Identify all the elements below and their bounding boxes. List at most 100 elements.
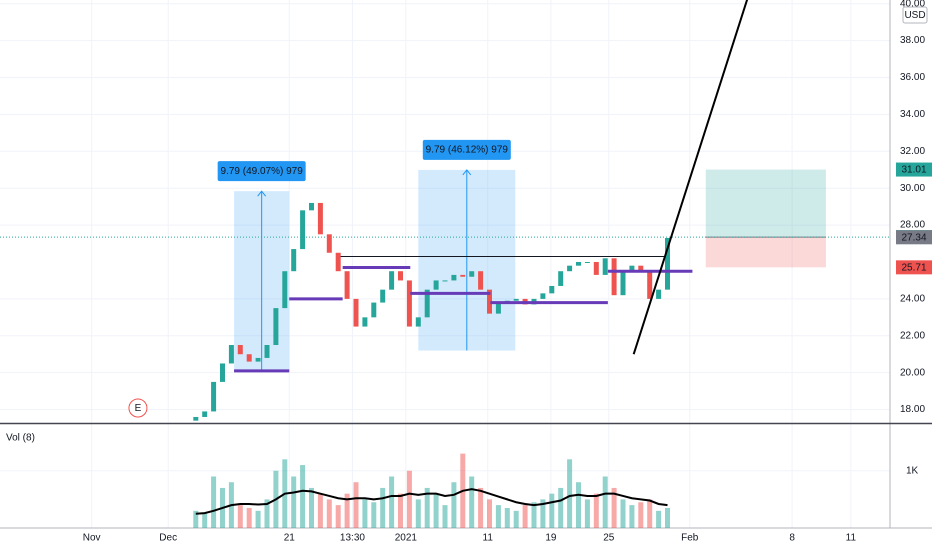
candle [647, 271, 653, 299]
x-tick-label: Dec [159, 533, 177, 544]
volume-bar [433, 493, 439, 528]
volume-bar [264, 499, 270, 528]
measure-label-box [217, 161, 306, 182]
measure-label-box [422, 139, 511, 160]
x-tick-label: 21 [284, 533, 296, 544]
currency-label[interactable]: USD [904, 10, 925, 21]
volume-bar [531, 502, 537, 528]
x-tick-label: Nov [83, 533, 101, 544]
candle [371, 302, 377, 318]
volume-bar [255, 510, 261, 528]
candle [424, 289, 430, 318]
y-tick-label: 1K [906, 465, 919, 476]
candle [620, 271, 626, 296]
volume-ma [195, 488, 668, 515]
candle [300, 210, 306, 250]
volume-bar [495, 505, 501, 528]
candle [193, 416, 199, 421]
volume-bar [335, 505, 341, 528]
volume-bar [211, 476, 217, 528]
candle [291, 249, 297, 272]
trend-line[interactable] [632, 0, 749, 355]
candle [558, 271, 564, 286]
y-tick-label: 38.00 [900, 35, 925, 46]
volume-bar [576, 482, 581, 528]
candle [656, 289, 662, 299]
position-stop[interactable] [705, 237, 826, 268]
candle [317, 202, 323, 235]
volume-bar [487, 499, 492, 528]
volume-bar [442, 505, 448, 528]
candle [335, 252, 341, 272]
x-tick-label: 11 [483, 533, 494, 544]
volume-bar [478, 487, 484, 528]
candle [362, 317, 368, 327]
measure-arrow-head [257, 190, 267, 197]
candle [264, 345, 270, 358]
event-marker[interactable] [128, 398, 148, 418]
candle [273, 308, 279, 346]
measure-label: 9.79 (49.07%) 979 [221, 166, 304, 177]
volume-bar [202, 513, 208, 528]
currency-box[interactable] [902, 6, 928, 24]
price-tag [896, 260, 932, 275]
volume-bar [362, 499, 368, 528]
candle [406, 280, 412, 327]
candle [433, 280, 439, 290]
volume-bar [371, 502, 377, 528]
volume-bar [513, 510, 519, 528]
volume-bar [317, 493, 323, 528]
candle [495, 302, 501, 314]
y-tick-label: 22.00 [900, 330, 925, 341]
volume-bar [469, 476, 475, 528]
candle [611, 258, 617, 296]
x-tick-label: 2021 [395, 533, 418, 544]
volume-bar [593, 493, 599, 528]
candle [442, 280, 448, 282]
candle [415, 317, 421, 327]
y-tick-label: 34.00 [900, 109, 925, 120]
volume-bar [398, 493, 403, 528]
candle [567, 265, 573, 272]
volume-bar [522, 505, 528, 528]
candle [638, 265, 644, 272]
candle [593, 261, 599, 275]
candle [211, 381, 217, 412]
volume-bar [326, 499, 332, 528]
x-tick-label: 19 [545, 533, 557, 544]
volume-bar [193, 510, 199, 528]
candle [665, 238, 670, 290]
y-tick-label: 32.00 [900, 146, 925, 157]
position-target[interactable] [705, 169, 826, 238]
volume-bar [389, 476, 395, 528]
candle [255, 357, 261, 362]
volume-bar [504, 507, 510, 528]
volume-bar [620, 499, 626, 528]
measure-arrow-head [462, 169, 472, 176]
x-tick-label: 8 [789, 533, 795, 544]
volume-bar [291, 476, 297, 528]
volume-bar [309, 487, 314, 528]
price-tag [896, 162, 932, 177]
volume-bar [344, 493, 350, 528]
y-tick-label: 30.00 [900, 183, 925, 194]
volume-bar [549, 493, 555, 528]
candle [228, 345, 234, 364]
volume-bar [451, 482, 457, 528]
volume-bar [300, 465, 306, 528]
volume-bar [380, 487, 386, 528]
candle [246, 354, 252, 362]
candle [487, 289, 492, 314]
candle [576, 261, 581, 266]
volume-bar [647, 499, 653, 528]
volume-bar [246, 507, 252, 528]
price-tag-label: 25.71 [901, 262, 926, 273]
volume-bar [406, 470, 412, 528]
candle [451, 274, 457, 281]
volume-bar [584, 499, 590, 528]
y-tick-label: 20.00 [900, 367, 925, 378]
volume-bar [415, 499, 421, 528]
volume-bar [638, 502, 644, 528]
